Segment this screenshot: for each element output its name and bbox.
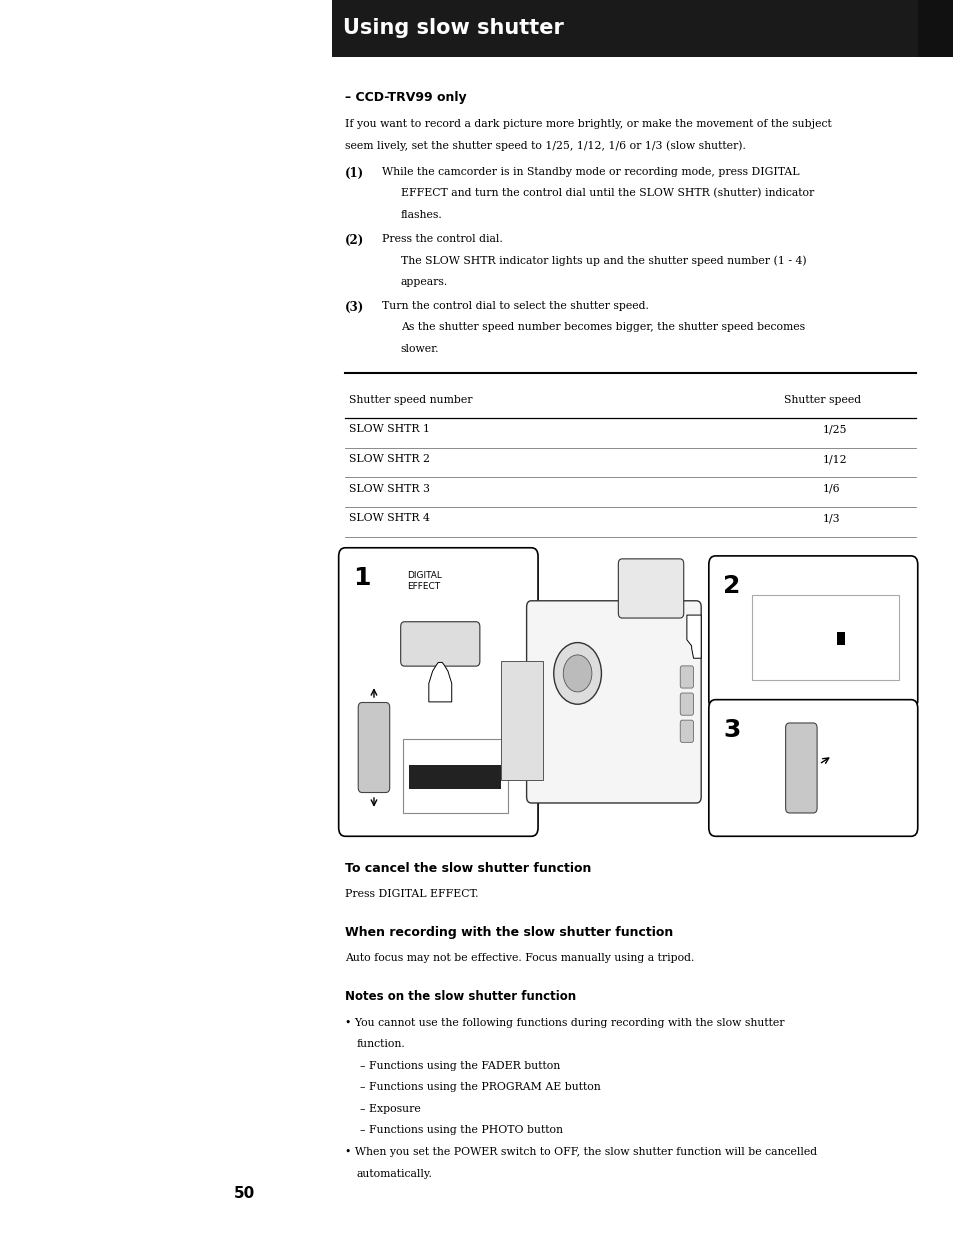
Text: SLOW SHTR 4: SLOW SHTR 4 [349,513,430,523]
Text: Notes on the slow shutter function: Notes on the slow shutter function [345,990,576,1004]
Text: Shutter speed number: Shutter speed number [349,395,472,404]
Text: appears.: appears. [400,276,448,287]
Text: Shutter speed: Shutter speed [783,395,861,404]
FancyBboxPatch shape [402,739,507,813]
Text: slower.: slower. [400,344,438,354]
Text: SLOW SHTR 2: SLOW SHTR 2 [349,454,430,464]
FancyBboxPatch shape [618,559,683,618]
Text: • When you set the POWER switch to OFF, the slow shutter function will be cancel: • When you set the POWER switch to OFF, … [345,1147,817,1157]
Text: EFFECT and turn the control dial until the SLOW SHTR (shutter) indicator: EFFECT and turn the control dial until t… [400,189,813,199]
Text: (1): (1) [345,166,364,180]
Text: 1: 1 [353,566,370,591]
Text: function.: function. [356,1039,405,1049]
Text: – Exposure: – Exposure [359,1104,420,1113]
Text: DIGITAL
EFFECT: DIGITAL EFFECT [407,571,442,591]
FancyBboxPatch shape [708,699,917,836]
FancyBboxPatch shape [409,764,500,789]
Text: Turn the control dial to select the shutter speed.: Turn the control dial to select the shut… [381,301,648,311]
Text: Press DIGITAL EFFECT.: Press DIGITAL EFFECT. [345,889,478,899]
Text: – Functions using the FADER button: – Functions using the FADER button [359,1060,559,1070]
Text: 2: 2 [722,575,740,598]
FancyBboxPatch shape [679,720,693,742]
Text: If you want to record a dark picture more brightly, or make the movement of the : If you want to record a dark picture mor… [345,120,831,129]
Text: SLOW SHTR: SLOW SHTR [434,774,476,779]
Text: The SLOW SHTR indicator lights up and the shutter speed number (1 - 4): The SLOW SHTR indicator lights up and th… [400,255,805,266]
FancyBboxPatch shape [500,661,542,780]
Text: – Functions using the PHOTO button: – Functions using the PHOTO button [359,1126,562,1136]
Text: When recording with the slow shutter function: When recording with the slow shutter fun… [345,926,673,940]
FancyBboxPatch shape [751,596,898,681]
FancyBboxPatch shape [836,631,844,645]
Circle shape [553,642,600,704]
Text: 1/3: 1/3 [821,513,839,523]
Text: As the shutter speed number becomes bigger, the shutter speed becomes: As the shutter speed number becomes bigg… [400,322,804,332]
Text: 3: 3 [722,718,740,742]
Text: While the camcorder is in Standby mode or recording mode, press DIGITAL: While the camcorder is in Standby mode o… [381,166,799,176]
FancyBboxPatch shape [708,556,917,709]
Text: Using slow shutter: Using slow shutter [343,18,564,38]
Text: Auto focus may not be effective. Focus manually using a tripod.: Auto focus may not be effective. Focus m… [345,953,694,963]
Polygon shape [686,615,700,658]
FancyBboxPatch shape [332,0,918,57]
Text: Press the control dial.: Press the control dial. [381,234,502,244]
FancyBboxPatch shape [679,693,693,715]
Text: 1/25: 1/25 [821,424,846,434]
FancyBboxPatch shape [338,547,537,836]
Text: SLOW SHTR: SLOW SHTR [760,634,813,642]
Polygon shape [428,662,452,702]
Text: • You cannot use the following functions during recording with the slow shutter: • You cannot use the following functions… [345,1017,784,1027]
Text: – Functions using the PROGRAM AE button: – Functions using the PROGRAM AE button [359,1083,599,1092]
FancyBboxPatch shape [400,621,479,666]
FancyBboxPatch shape [679,666,693,688]
FancyBboxPatch shape [785,723,816,813]
Text: automatically.: automatically. [356,1169,433,1179]
FancyBboxPatch shape [358,703,389,793]
Text: – CCD-TRV99 only: – CCD-TRV99 only [345,91,466,105]
Text: 50: 50 [233,1186,254,1201]
Text: 1/12: 1/12 [821,454,846,464]
Text: 1/6: 1/6 [821,483,839,493]
Text: SLOW SHTR 1: SLOW SHTR 1 [349,424,430,434]
Text: SLOW SHTR 3: SLOW SHTR 3 [349,483,430,493]
Circle shape [562,655,591,692]
Text: (3): (3) [345,301,364,313]
Text: (2): (2) [345,234,364,247]
Text: To cancel the slow shutter function: To cancel the slow shutter function [345,862,591,875]
FancyBboxPatch shape [526,600,700,803]
FancyBboxPatch shape [917,0,953,57]
Text: flashes.: flashes. [400,210,442,219]
Text: seem lively, set the shutter speed to 1/25, 1/12, 1/6 or 1/3 (slow shutter).: seem lively, set the shutter speed to 1/… [345,141,745,152]
